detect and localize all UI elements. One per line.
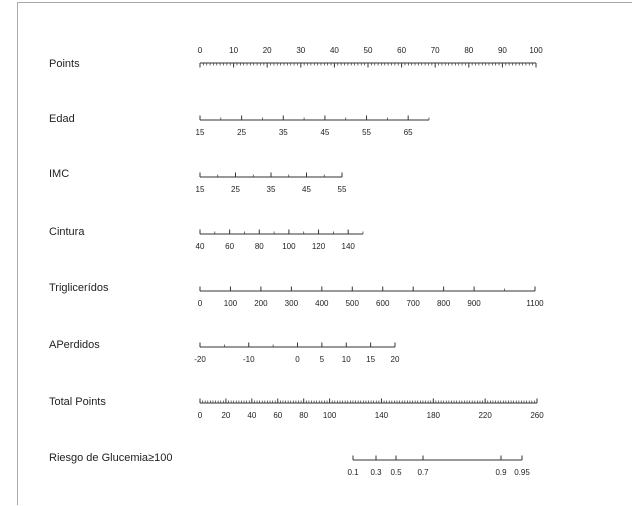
tick-label: 700 [407, 299, 421, 308]
row-label-edad: Edad [49, 113, 75, 125]
tick-label: 100 [224, 299, 238, 308]
tick-label: 800 [437, 299, 451, 308]
tick-label: 260 [530, 411, 544, 420]
tick-label: 60 [397, 46, 406, 55]
row-label-aperdidos: APerdidos [49, 339, 100, 351]
row-total-points: Total Points 0 20 40 60 80 100 140 180 220 260 [49, 396, 544, 420]
tick-label: 1100 [526, 299, 544, 308]
tick-label: 35 [279, 128, 288, 137]
tick-label: 0.7 [417, 468, 429, 477]
tick-label: 20 [221, 411, 230, 420]
tick-label: 100 [282, 242, 296, 251]
tick-label: 40 [330, 46, 339, 55]
row-points: Points 0 10 20 30 40 50 60 70 80 90 100 [49, 46, 543, 70]
row-aperdidos: APerdidos -20 -10 0 5 10 15 20 [49, 339, 400, 364]
tick-label: 140 [375, 411, 389, 420]
tick-label: 600 [376, 299, 390, 308]
row-label-total-points: Total Points [49, 396, 106, 408]
tick-label: 0 [198, 299, 203, 308]
tick-label: 25 [231, 185, 240, 194]
tick-label: 80 [464, 46, 473, 55]
tick-label: 200 [254, 299, 268, 308]
row-riesgo-de-glucemia-100: Riesgo de Glucemia≥100 0.1 0.3 0.5 0.7 0.9 0.9… [49, 452, 530, 477]
tick-label: 10 [229, 46, 238, 55]
row-trigliceridos: Triglicerídos 0 100 200 300 400 500 600 700 800 90… [49, 282, 544, 308]
row-cintura: Cintura 40 60 80 100 120 140 [49, 226, 364, 251]
tick-label: 40 [247, 411, 256, 420]
tick-label: 0.5 [390, 468, 402, 477]
tick-label: 0 [198, 411, 203, 420]
row-label-points: Points [49, 58, 80, 70]
tick-label: 140 [342, 242, 356, 251]
tick-label: 45 [320, 128, 329, 137]
row-label-imc: IMC [49, 168, 69, 180]
tick-label: 100 [323, 411, 337, 420]
tick-label: -10 [243, 355, 255, 364]
tick-label: 60 [225, 242, 234, 251]
tick-label: 90 [498, 46, 507, 55]
tick-label: 15 [366, 355, 375, 364]
tick-label: 900 [467, 299, 481, 308]
row-label-trigliceridos: Triglicerídos [49, 282, 109, 294]
tick-label: 15 [196, 185, 205, 194]
figure-frame [17, 2, 632, 505]
tick-label: 30 [296, 46, 305, 55]
tick-label: 180 [427, 411, 441, 420]
tick-label: 0.95 [514, 468, 530, 477]
tick-label: 0.9 [495, 468, 507, 477]
tick-label: 50 [364, 46, 373, 55]
tick-label: 60 [273, 411, 282, 420]
tick-label: 500 [346, 299, 360, 308]
tick-label: 300 [285, 299, 299, 308]
row-label-cintura: Cintura [49, 226, 85, 238]
tick-label: 100 [529, 46, 543, 55]
row-label-riesgo-de-glucemia-100: Riesgo de Glucemia≥100 [49, 452, 172, 464]
tick-label: 0 [198, 46, 203, 55]
row-imc: IMC 15 25 35 45 55 [49, 168, 347, 194]
tick-label: 80 [255, 242, 264, 251]
tick-label: 220 [478, 411, 492, 420]
tick-label: 20 [391, 355, 400, 364]
tick-label: 80 [299, 411, 308, 420]
tick-label: 70 [431, 46, 440, 55]
tick-label: -20 [194, 355, 206, 364]
tick-label: 5 [320, 355, 325, 364]
tick-label: 0 [295, 355, 300, 364]
tick-label: 65 [404, 128, 413, 137]
tick-label: 400 [315, 299, 329, 308]
tick-label: 45 [302, 185, 311, 194]
tick-label: 0.3 [370, 468, 382, 477]
tick-label: 15 [196, 128, 205, 137]
tick-label: 35 [267, 185, 276, 194]
tick-label: 25 [237, 128, 246, 137]
tick-label: 20 [263, 46, 272, 55]
tick-label: 10 [342, 355, 351, 364]
tick-label: 120 [312, 242, 326, 251]
tick-label: 55 [362, 128, 371, 137]
tick-label: 40 [196, 242, 205, 251]
tick-label: 55 [338, 185, 347, 194]
row-edad: Edad 15 25 35 45 55 65 [49, 113, 430, 137]
tick-label: 0.1 [347, 468, 359, 477]
